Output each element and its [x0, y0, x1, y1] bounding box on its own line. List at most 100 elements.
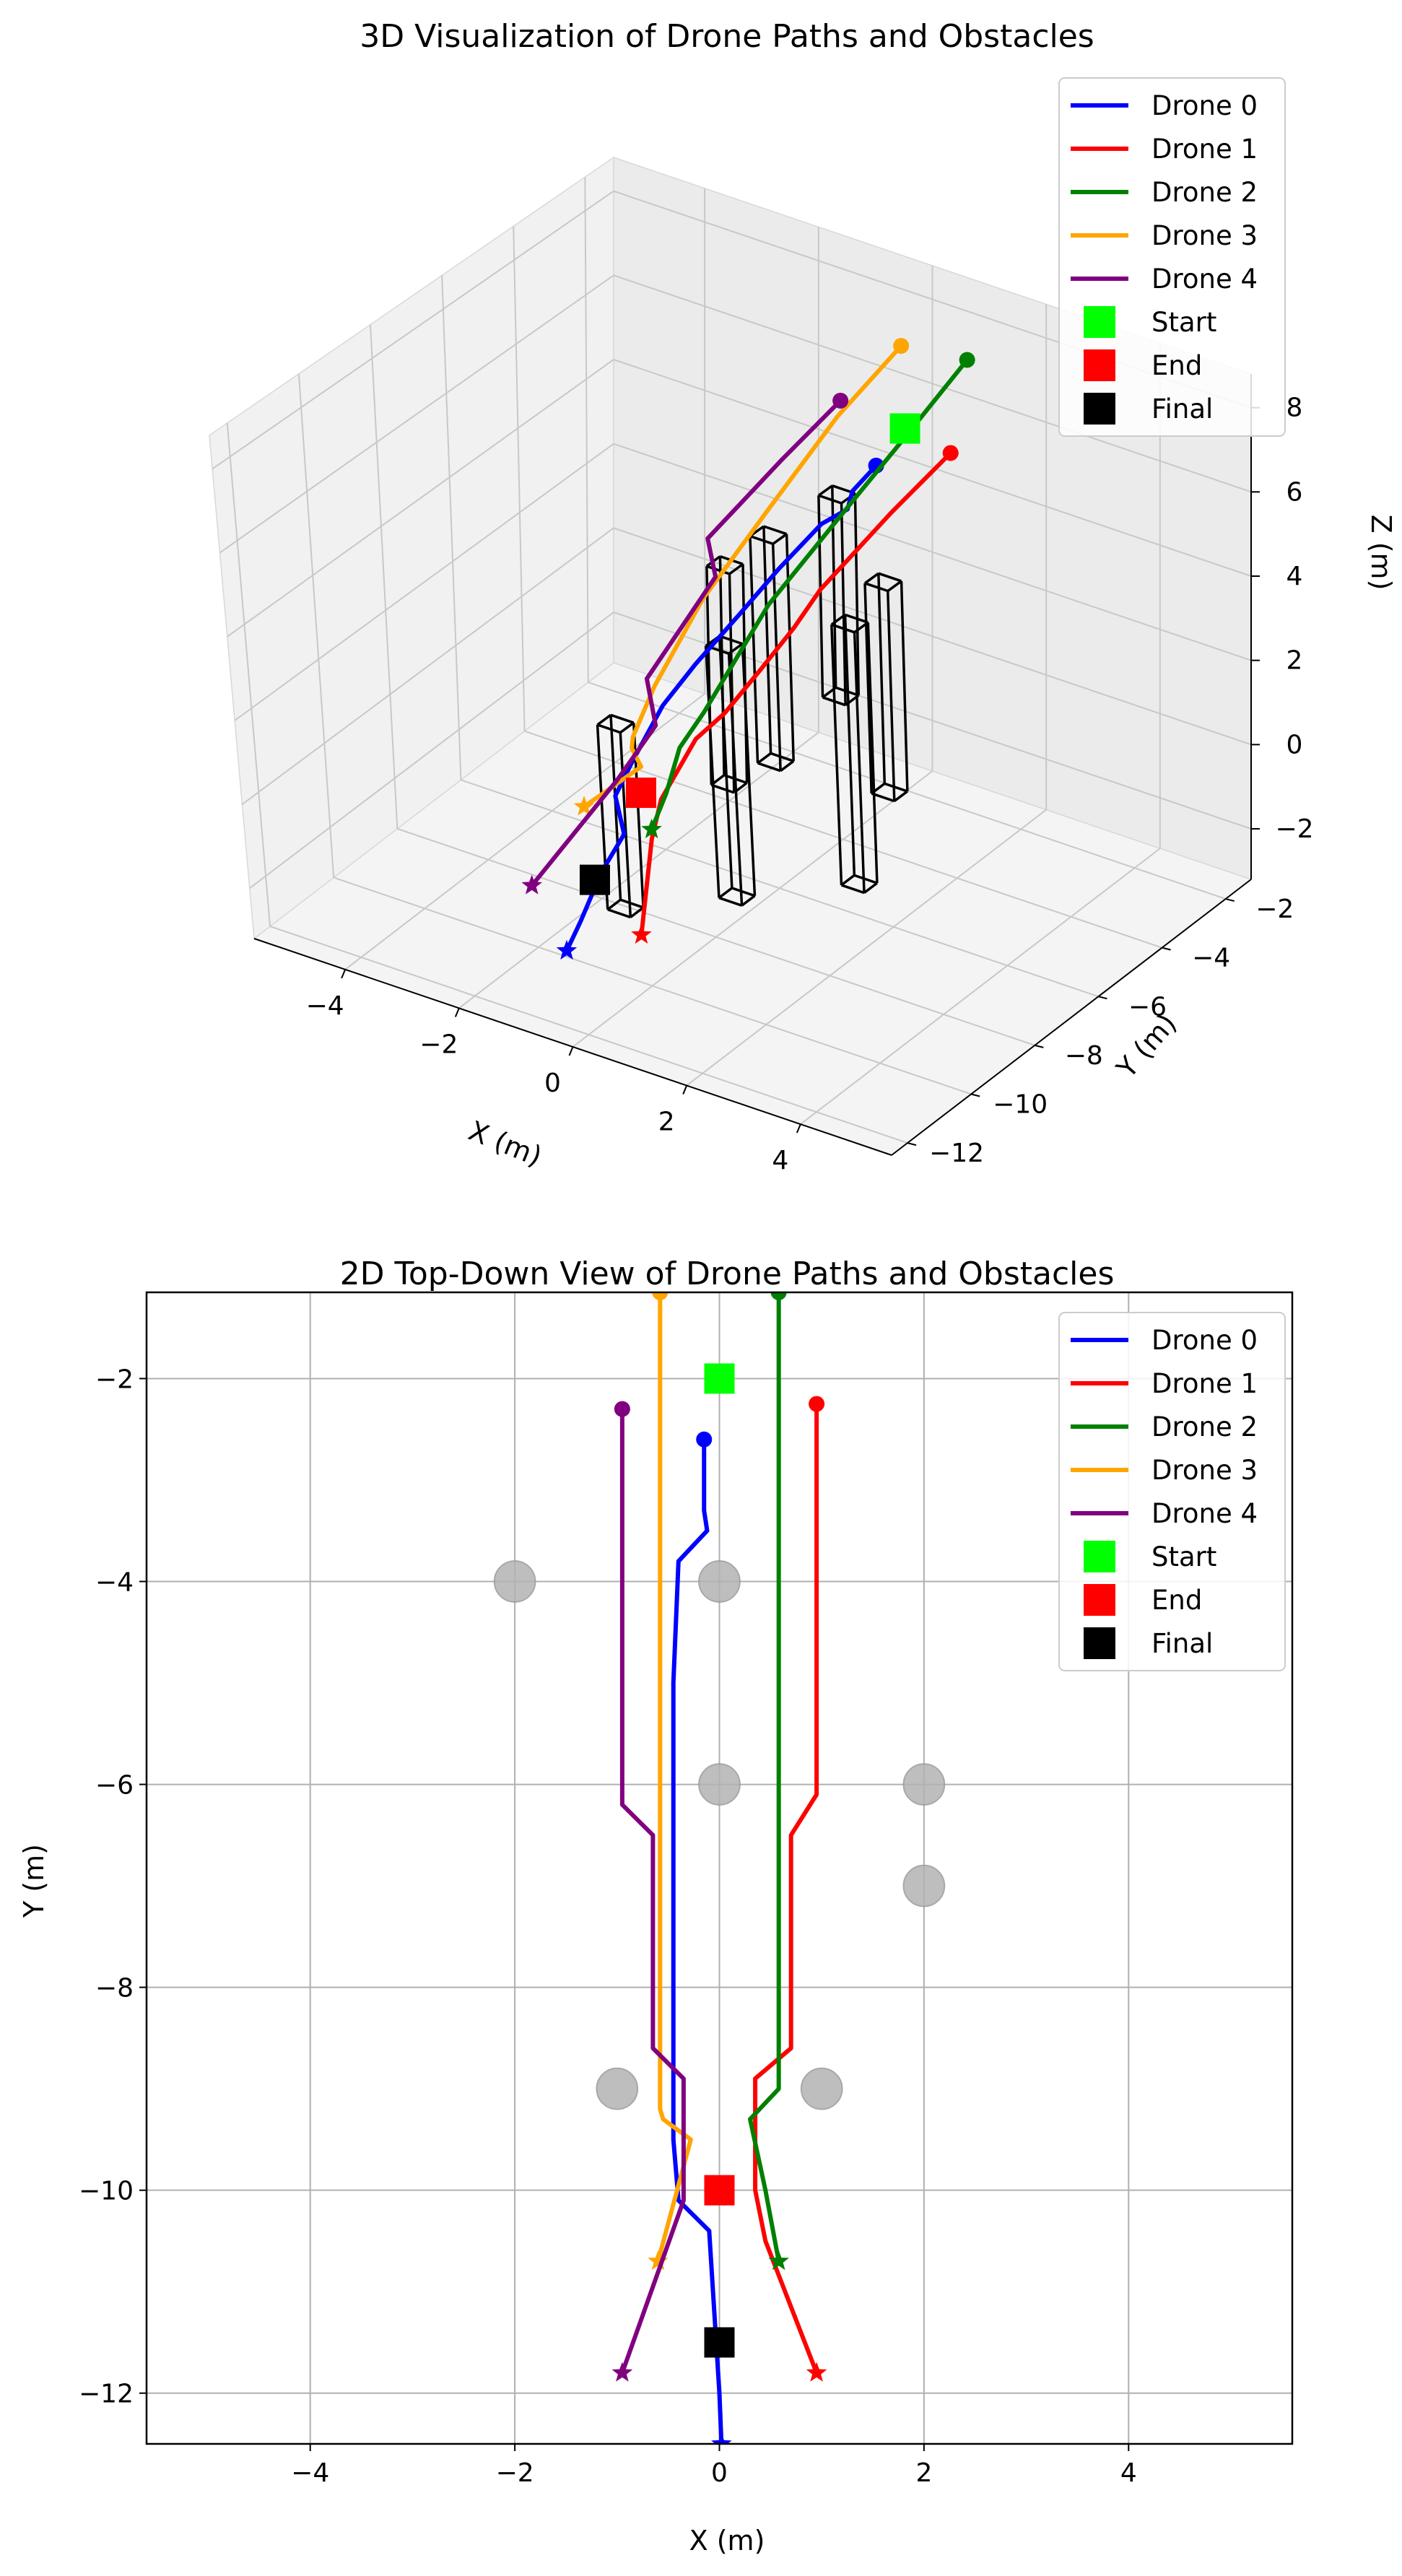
chart-3d-x-tick-label: 2 — [658, 1108, 675, 1137]
chart-3d-marker-final — [579, 864, 610, 895]
chart-3d-y-tick-label: −4 — [1192, 944, 1230, 973]
chart-3d-x-gridline — [572, 770, 933, 1048]
chart-3d-z-tick-label: 6 — [1286, 477, 1303, 507]
chart-3d-y-gridline — [370, 324, 399, 829]
chart-3d-legend-label: Start — [1151, 307, 1216, 338]
chart-3d-z-gridline — [613, 274, 1252, 493]
chart-3d-z-gridline — [613, 359, 1252, 577]
chart-3d-x-tick-label: 4 — [772, 1146, 788, 1175]
chart-3d-y-gridline — [584, 177, 589, 683]
chart-3d-series-drone-2 — [649, 358, 969, 831]
chart-3d-x-tick — [454, 1008, 460, 1017]
chart-3d-x-tick-label: −2 — [419, 1030, 458, 1059]
chart-2d-y-tick-label: −10 — [79, 2177, 134, 2206]
chart-3d-z-gridline — [227, 359, 614, 638]
chart-3d-y-tick-label: −10 — [993, 1089, 1048, 1119]
chart-3d-y-gridline — [441, 275, 462, 780]
chart-3d-y-gridline — [396, 827, 1035, 1046]
chart-3d-x-axis-label: X (m) — [464, 1115, 547, 1172]
chart-3d-z-tick-label: 0 — [1286, 730, 1303, 760]
chart-2d-x-tick-label: −4 — [291, 2458, 329, 2488]
chart-3d-legend-label: Drone 2 — [1151, 177, 1258, 208]
chart-3d-start-point-drone-3 — [893, 338, 910, 354]
chart-3d-legend-label: End — [1151, 350, 1202, 381]
chart-3d-y-tick-label: −8 — [1065, 1041, 1103, 1071]
chart-3d-y-tick — [907, 1142, 917, 1146]
chart-3d-legend-label: Drone 1 — [1151, 134, 1258, 165]
chart-3d-legend-box — [1058, 77, 1286, 437]
chart-3d-legend-swatch — [1084, 306, 1115, 338]
chart-3d-y-gridline — [461, 779, 1099, 998]
chart-2d-y-tick-label: −4 — [95, 1568, 134, 1598]
chart-2d-legend-label: End — [1151, 1585, 1202, 1616]
chart-3d-z-tick-label: −2 — [1275, 814, 1313, 844]
chart-2d-x-tick-label: −2 — [496, 2458, 534, 2488]
chart-2d-y-axis-label: Y (m) — [18, 1844, 50, 1918]
chart-3d-obstacle — [830, 613, 879, 895]
chart-2d-obstacle — [902, 1864, 946, 1907]
chart-3d-end-point-drone-3 — [573, 796, 595, 816]
chart-2d-ticks: −4 −2 0 2 4 −2 −4 −6 −8 −10 −12 — [79, 1365, 1137, 2488]
chart-3d-legend-label: Drone 0 — [1151, 90, 1258, 121]
chart-3d-obstacle — [749, 525, 795, 773]
chart-3d-legend-label: Final — [1151, 393, 1213, 425]
chart-2d-legend-box — [1058, 1312, 1286, 1671]
chart-3d-y-axis-line — [891, 879, 1252, 1156]
chart-3d-start-point-drone-2 — [959, 352, 975, 368]
chart-3d-end-point-drone-1 — [631, 923, 652, 944]
chart-2d-series-drone-2 — [748, 1292, 781, 2262]
chart-2d-obstacle — [698, 1560, 741, 1603]
chart-3d-x-tick — [341, 969, 347, 979]
chart-2d-legend-label: Drone 3 — [1151, 1455, 1258, 1486]
chart-3d-start-point-drone-4 — [832, 392, 849, 409]
chart-3d-start-point-drone-1 — [942, 445, 959, 461]
chart-3d-data — [521, 338, 975, 960]
chart-2d-marker-start — [704, 1363, 735, 1394]
chart-3d-series-drone-4 — [530, 399, 842, 887]
chart-2d-end-point-drone-0 — [711, 2433, 732, 2444]
chart-2d-series-drone-4 — [619, 1409, 686, 2374]
chart-3d-y-tick — [1162, 947, 1171, 951]
chart-2d-x-tick-label: 4 — [1120, 2458, 1137, 2488]
chart-3d-legend-label: Drone 3 — [1151, 220, 1258, 251]
chart-2d-legend-label: Final — [1151, 1628, 1213, 1659]
chart-2d-obstacle — [902, 1763, 946, 1806]
chart-3d-z-gridline — [613, 443, 1252, 661]
chart-3d-title: 3D Visualization of Drone Paths and Obst… — [360, 18, 1094, 55]
chart-2d-start-point-drone-2 — [770, 1292, 787, 1300]
chart-3d-z-gridline — [234, 443, 614, 721]
chart-3d-z-tick-label: 8 — [1286, 393, 1303, 423]
chart-2d-x-tick-label: 2 — [915, 2458, 932, 2488]
chart-2d-x-tick-label: 0 — [711, 2458, 728, 2488]
chart-2d-series-drone-0 — [671, 1439, 724, 2444]
chart-3d-marker-end — [625, 778, 656, 809]
chart-3d-z-gridline — [212, 190, 614, 470]
chart-3d-side-pane — [209, 156, 614, 940]
chart-3d-legend: Drone 0 Drone 1 Drone 2 Drone 3 Drone 4 Start… — [1058, 77, 1286, 437]
chart-2d-obstacle — [800, 2067, 843, 2110]
chart-2d-legend-label: Drone 2 — [1151, 1411, 1258, 1443]
chart-3d-y-tick — [970, 1093, 980, 1097]
chart-2d-legend-label: Drone 4 — [1151, 1498, 1258, 1529]
chart-2d-legend-swatch — [1084, 1627, 1115, 1659]
chart-3d-axes: −4 −2 0 2 4 −2 −4 −6 −8 −10 −12 8 6 4 2 0 −2 — [253, 374, 1314, 1175]
chart-2d-end-point-drone-3 — [648, 2250, 669, 2271]
chart-2d-marker-end — [704, 2175, 735, 2206]
chart-2d-start-point-drone-4 — [614, 1401, 630, 1417]
chart-3d-y-tick-label: −2 — [1255, 895, 1294, 924]
chart-3d-y-tick — [1098, 996, 1107, 1000]
chart-3d-legend-swatch — [1084, 349, 1115, 381]
chart-2d-legend-label: Drone 1 — [1151, 1368, 1258, 1399]
chart-2d-data — [493, 1292, 946, 2444]
chart-2d-end-point-drone-1 — [806, 2362, 827, 2382]
chart-3d-end-point-drone-0 — [556, 939, 578, 960]
chart-2d-obstacle — [698, 1763, 741, 1806]
chart-3d-z-gridline — [219, 274, 614, 554]
chart-3d-legend-swatch — [1084, 393, 1115, 425]
chart-2d-y-tick-label: −6 — [95, 1771, 134, 1801]
chart-3d-x-tick — [682, 1085, 688, 1095]
chart-2d-legend: Drone 0 Drone 1 Drone 2 Drone 3 Drone 4 Start… — [1058, 1312, 1286, 1671]
chart-2d-y-tick-label: −12 — [79, 2380, 134, 2409]
chart-3d-end-point-drone-2 — [641, 818, 662, 839]
